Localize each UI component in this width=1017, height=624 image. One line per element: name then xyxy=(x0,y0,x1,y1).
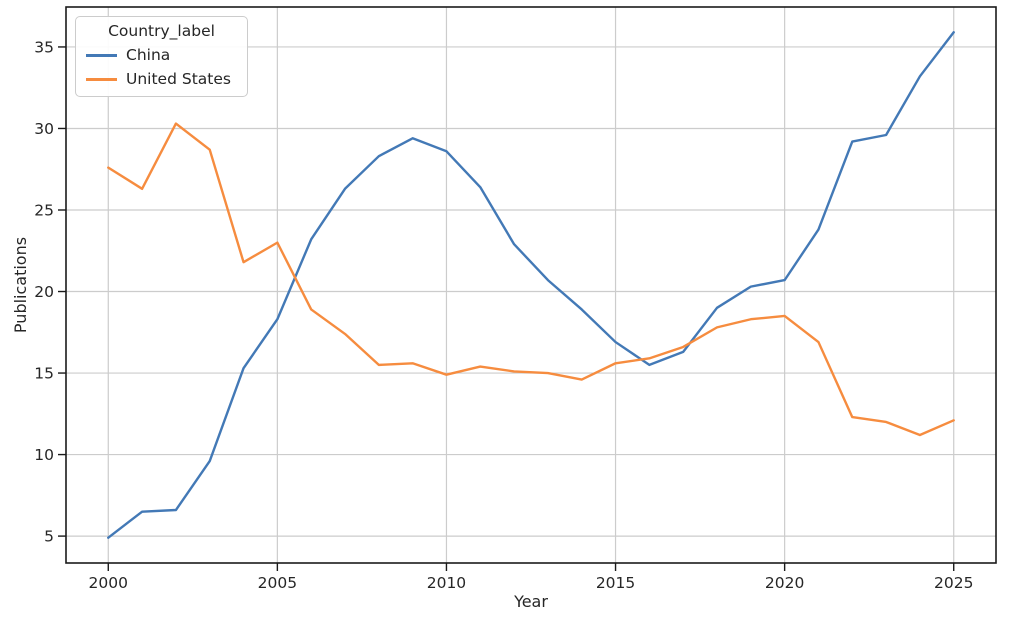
legend-label-united-states: United States xyxy=(126,70,231,88)
legend: Country_label China United States xyxy=(75,16,248,97)
x-tick-label-2010: 2010 xyxy=(427,574,466,592)
plot-border xyxy=(65,6,997,564)
x-axis-label: Year xyxy=(513,592,548,611)
y-tick-label-25: 25 xyxy=(34,201,54,219)
legend-label-china: China xyxy=(126,46,171,64)
y-tick-label-35: 35 xyxy=(34,38,54,56)
united-states-line xyxy=(107,122,955,437)
x-tick-label-2015: 2015 xyxy=(596,574,635,592)
legend-title: Country_label xyxy=(108,22,215,40)
y-tick-label-10: 10 xyxy=(34,446,54,464)
china-line xyxy=(107,31,955,539)
x-tick-label-2000: 2000 xyxy=(89,574,128,592)
x-tick-label-2020: 2020 xyxy=(765,574,804,592)
y-tick-label-5: 5 xyxy=(44,528,54,546)
y-tick-label-20: 20 xyxy=(34,283,54,301)
china-line-swatch xyxy=(86,53,117,57)
x-tick-label-2025: 2025 xyxy=(934,574,973,592)
y-axis-label: Publications xyxy=(11,237,30,333)
x-tick-label-2005: 2005 xyxy=(258,574,297,592)
y-tick-label-15: 15 xyxy=(34,365,54,383)
y-tick-label-30: 30 xyxy=(34,120,54,138)
legend-entry-china: China xyxy=(86,43,237,67)
legend-entry-united-states: United States xyxy=(86,67,237,91)
united-states-line-swatch xyxy=(86,77,117,81)
